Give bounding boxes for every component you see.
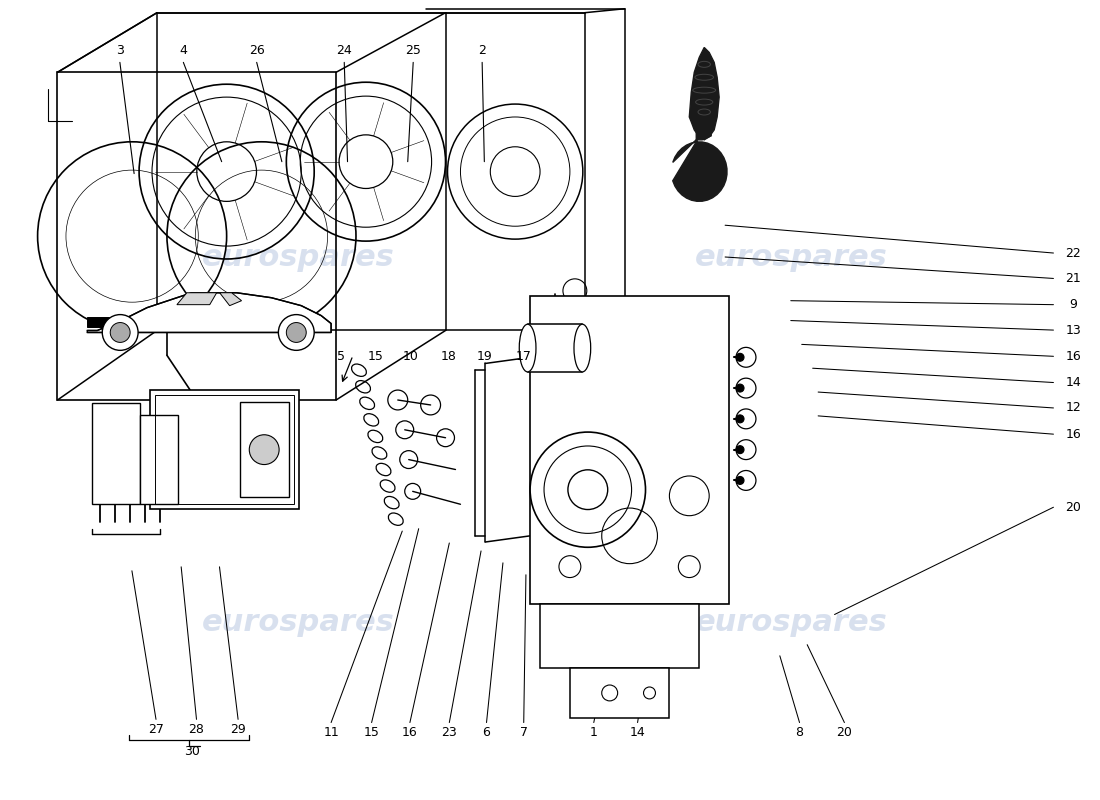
Bar	[87, 317, 109, 326]
Text: 17: 17	[516, 350, 531, 363]
Text: 18: 18	[440, 350, 456, 363]
Text: 8: 8	[795, 726, 803, 738]
Bar	[92, 403, 140, 504]
Polygon shape	[220, 293, 242, 306]
Text: 28: 28	[188, 723, 205, 736]
Text: 20: 20	[1065, 501, 1081, 514]
Text: 2: 2	[478, 44, 486, 57]
Circle shape	[530, 432, 646, 547]
Text: 30: 30	[184, 745, 200, 758]
Bar	[530, 296, 729, 603]
Circle shape	[736, 415, 744, 423]
Text: 1: 1	[590, 726, 597, 738]
Circle shape	[602, 685, 618, 701]
Bar	[140, 415, 178, 504]
Polygon shape	[673, 137, 727, 202]
Text: eurospares: eurospares	[694, 608, 888, 637]
Text: 21: 21	[1065, 272, 1081, 285]
Circle shape	[736, 378, 756, 398]
Circle shape	[102, 314, 139, 350]
Text: 14: 14	[629, 726, 646, 738]
Text: 26: 26	[249, 44, 265, 57]
Text: 5: 5	[337, 350, 345, 363]
Text: eurospares: eurospares	[694, 242, 888, 271]
Polygon shape	[696, 130, 712, 140]
Text: 3: 3	[116, 44, 124, 57]
Circle shape	[736, 440, 756, 459]
Bar	[540, 603, 700, 668]
Bar	[240, 402, 289, 498]
Circle shape	[736, 477, 744, 485]
Text: 11: 11	[323, 726, 339, 738]
Bar	[150, 390, 299, 510]
Text: 16: 16	[1065, 428, 1081, 441]
Bar	[570, 668, 670, 718]
Text: 7: 7	[519, 726, 528, 738]
Polygon shape	[87, 293, 331, 333]
Ellipse shape	[574, 324, 591, 372]
Text: 9: 9	[1069, 298, 1077, 311]
Text: 20: 20	[836, 726, 852, 738]
Bar	[528, 324, 582, 372]
Text: 25: 25	[405, 44, 421, 57]
Circle shape	[736, 470, 756, 490]
Bar	[155, 395, 295, 504]
Circle shape	[110, 322, 130, 342]
Text: 12: 12	[1065, 402, 1081, 414]
Circle shape	[278, 314, 315, 350]
Text: 6: 6	[483, 726, 491, 738]
Circle shape	[736, 384, 744, 392]
Bar	[157, 13, 446, 330]
Text: 16: 16	[1065, 350, 1081, 363]
Circle shape	[250, 434, 279, 465]
Text: eurospares: eurospares	[202, 242, 395, 271]
Polygon shape	[177, 293, 217, 305]
Text: 23: 23	[441, 726, 458, 738]
Circle shape	[286, 322, 306, 342]
Circle shape	[736, 354, 744, 362]
Circle shape	[736, 446, 744, 454]
Text: 13: 13	[1065, 323, 1081, 337]
Text: 4: 4	[179, 44, 187, 57]
Text: 15: 15	[364, 726, 380, 738]
Circle shape	[736, 409, 756, 429]
Text: eurospares: eurospares	[202, 608, 395, 637]
Text: 15: 15	[368, 350, 384, 363]
Text: 22: 22	[1065, 246, 1081, 259]
Text: 10: 10	[403, 350, 419, 363]
Bar	[57, 72, 337, 400]
Text: 19: 19	[476, 350, 492, 363]
Polygon shape	[690, 47, 719, 140]
Text: 16: 16	[402, 726, 418, 738]
Circle shape	[736, 347, 756, 367]
Text: 14: 14	[1065, 376, 1081, 389]
Text: 24: 24	[337, 44, 352, 57]
Text: 27: 27	[148, 723, 164, 736]
Circle shape	[644, 687, 656, 699]
Text: 29: 29	[230, 723, 246, 736]
Ellipse shape	[519, 324, 536, 372]
